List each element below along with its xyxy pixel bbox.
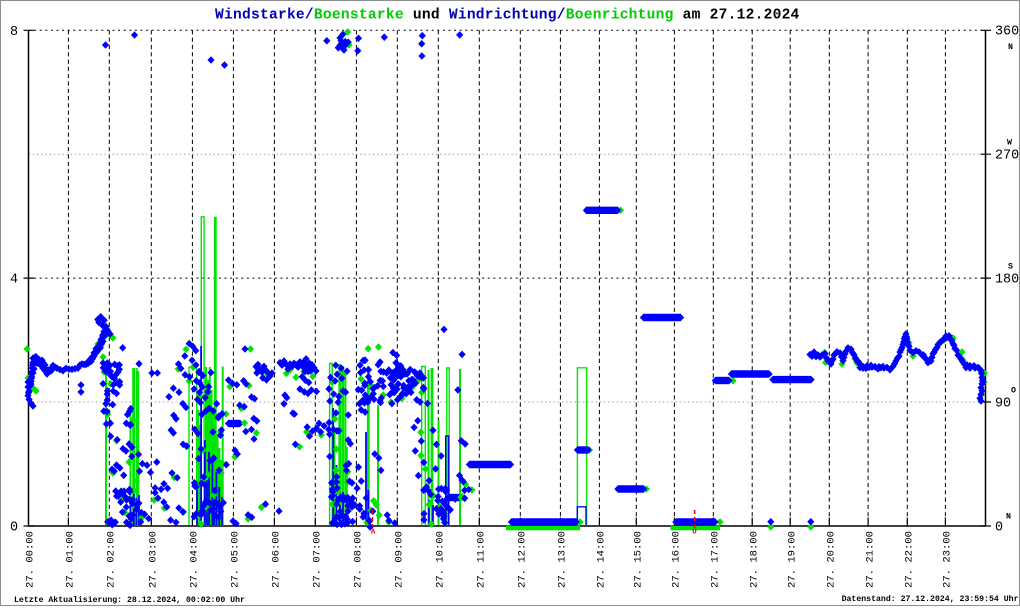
- svg-text:4: 4: [10, 273, 18, 288]
- svg-text:0: 0: [995, 520, 1003, 535]
- svg-text:27. 23:00: 27. 23:00: [942, 531, 954, 588]
- svg-text:0: 0: [10, 521, 18, 536]
- svg-text:27. 12:00: 27. 12:00: [517, 531, 529, 588]
- svg-text:Datenstand: 27.12.2024, 23:59:: Datenstand: 27.12.2024, 23:59:54 Uhr: [842, 594, 1019, 604]
- svg-text:27. 15:00: 27. 15:00: [633, 531, 645, 588]
- svg-text:27. 01:00: 27. 01:00: [65, 531, 77, 588]
- svg-text:90: 90: [995, 396, 1011, 411]
- svg-text:27. 18:00: 27. 18:00: [748, 531, 760, 588]
- svg-text:S: S: [1008, 263, 1013, 272]
- svg-text:270: 270: [995, 149, 1019, 164]
- svg-text:27. 06:00: 27. 06:00: [271, 531, 283, 588]
- svg-text:27. 07:00: 27. 07:00: [312, 531, 324, 588]
- svg-text:27. 19:00: 27. 19:00: [786, 531, 798, 588]
- svg-text:Windstarke/Boenstarke und Wind: Windstarke/Boenstarke und Windrichtung/B…: [215, 8, 800, 24]
- svg-text:U: U: [692, 529, 697, 537]
- svg-text:A: A: [371, 529, 376, 537]
- svg-text:27. 20:00: 27. 20:00: [826, 531, 838, 588]
- svg-text:180: 180: [995, 272, 1019, 287]
- svg-text:O: O: [1011, 387, 1016, 396]
- svg-text:27. 16:00: 27. 16:00: [671, 531, 683, 588]
- svg-text:27. 13:00: 27. 13:00: [557, 531, 569, 588]
- svg-text:27. 05:00: 27. 05:00: [230, 531, 242, 588]
- svg-text:27. 11:00: 27. 11:00: [476, 531, 488, 588]
- svg-text:27. 14:00: 27. 14:00: [596, 531, 608, 588]
- svg-text:360: 360: [995, 25, 1019, 40]
- svg-text:27. 22:00: 27. 22:00: [904, 531, 916, 588]
- svg-text:Letzte Aktualisierung: 28.12.2: Letzte Aktualisierung: 28.12.2024, 00:02…: [14, 595, 245, 605]
- svg-text:N: N: [1008, 43, 1013, 52]
- svg-text:27. 04:00: 27. 04:00: [189, 531, 201, 588]
- svg-text:N: N: [1006, 513, 1011, 522]
- svg-text:W: W: [1007, 139, 1012, 148]
- svg-text:8: 8: [10, 25, 18, 40]
- svg-text:27. 00:00: 27. 00:00: [25, 531, 37, 588]
- svg-text:27. 08:00: 27. 08:00: [353, 531, 365, 588]
- svg-text:27. 02:00: 27. 02:00: [106, 531, 118, 588]
- svg-text:27. 10:00: 27. 10:00: [435, 531, 447, 588]
- svg-text:27. 03:00: 27. 03:00: [148, 531, 160, 588]
- svg-text:27. 21:00: 27. 21:00: [864, 531, 876, 588]
- svg-text:27. 09:00: 27. 09:00: [394, 531, 406, 588]
- svg-text:27. 17:00: 27. 17:00: [710, 531, 722, 588]
